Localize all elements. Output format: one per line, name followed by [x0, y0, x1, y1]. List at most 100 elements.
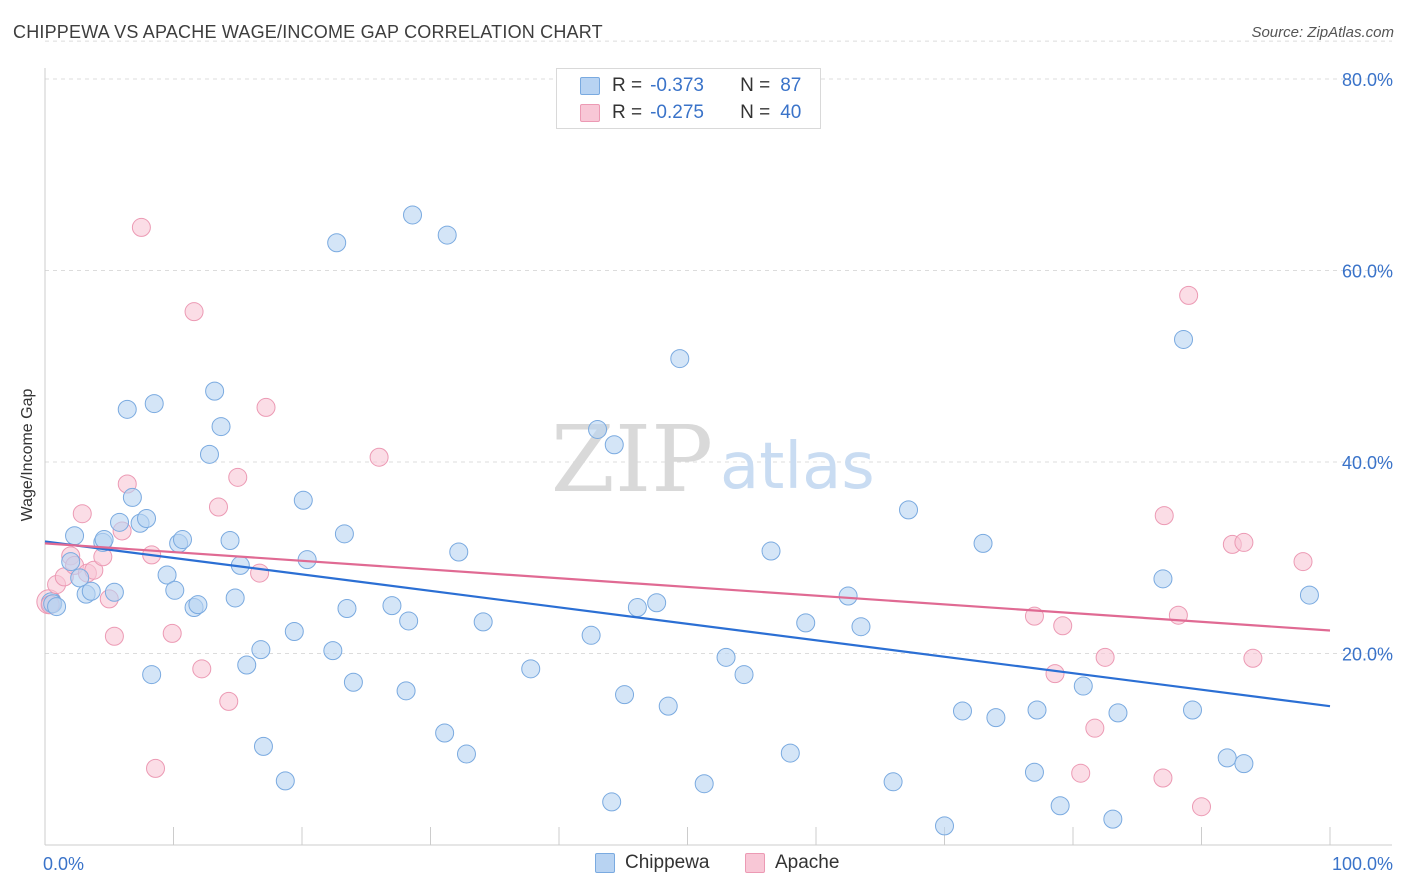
y-tick-label: 40.0% [1342, 453, 1393, 473]
n-value: 40 [780, 102, 802, 123]
apache-point [131, 217, 151, 237]
y-tick-label: 20.0% [1342, 645, 1393, 665]
apache-point [104, 626, 124, 646]
apache-point [1192, 797, 1211, 817]
axes [44, 68, 1392, 846]
chippewa-point [144, 394, 164, 414]
chippewa-point [1153, 569, 1173, 589]
chippewa-point [327, 233, 347, 253]
legend-label: Apache [775, 852, 840, 873]
chippewa-point [1183, 700, 1203, 720]
r-value: -0.275 [650, 102, 704, 123]
chippewa-point [435, 723, 455, 743]
apache-point [1179, 285, 1199, 305]
chippewa-point [172, 530, 192, 550]
chippewa-point [81, 581, 101, 601]
chippewa-point [986, 708, 1006, 728]
chippewa-point [220, 531, 240, 551]
chippewa-point [211, 417, 231, 437]
legend-item-chippewa: Chippewa [595, 852, 710, 874]
chippewa-point [1027, 700, 1047, 720]
y-tick-label: 60.0% [1342, 262, 1393, 282]
apache-point [1243, 648, 1263, 668]
chippewa-point [284, 621, 304, 641]
chippewa-point [1050, 796, 1070, 816]
apache-point [72, 504, 92, 524]
chippewa-point [1073, 676, 1093, 696]
chippewa-point [647, 593, 667, 613]
correlation-legend: R = -0.373 N = 87 R = -0.275 N = 40 [556, 68, 821, 129]
chippewa-point [883, 772, 903, 792]
n-label: N = [740, 102, 771, 123]
chippewa-point [94, 530, 114, 550]
chippewa-swatch [595, 853, 615, 873]
chippewa-point [61, 552, 81, 572]
chippewa-point [694, 774, 714, 794]
chippewa-point [104, 582, 124, 602]
apache-point [146, 758, 166, 778]
chippewa-point [137, 508, 157, 528]
chippewa-point [716, 647, 736, 667]
n-label: N = [740, 75, 771, 96]
chippewa-point [615, 685, 635, 705]
source-credit: Source: ZipAtlas.com [1251, 24, 1394, 41]
chippewa-point [199, 444, 219, 464]
r-label: R = [612, 75, 643, 96]
r-label: R = [612, 102, 643, 123]
y-tick-label: 80.0% [1342, 70, 1393, 90]
apache-point [208, 497, 228, 517]
chippewa-point [188, 595, 208, 615]
chippewa-point [1299, 585, 1319, 605]
chippewa-point [627, 598, 647, 618]
chippewa-trend-line [44, 540, 1331, 708]
series-legend: Chippewa Apache [0, 852, 1406, 878]
chippewa-point [851, 617, 871, 637]
chippewa-point [588, 419, 608, 439]
apache-point [1085, 718, 1105, 738]
legend-item-apache: Apache [745, 852, 839, 874]
chippewa-point [1024, 762, 1044, 782]
chippewa-point [604, 435, 624, 455]
chippewa-point [796, 613, 816, 633]
chippewa-point [1234, 754, 1254, 774]
apache-point [1154, 506, 1174, 526]
chippewa-point [935, 816, 954, 836]
watermark-zip: ZIP [551, 406, 713, 513]
chippewa-point [437, 225, 457, 245]
chippewa-point [952, 701, 972, 721]
apache-point [219, 691, 239, 711]
chippewa-point [838, 586, 858, 606]
chippewa-point [343, 672, 363, 692]
apache-point [162, 623, 182, 643]
chippewa-point [973, 533, 993, 553]
chippewa-point [142, 665, 162, 685]
chippewa-point [670, 349, 690, 369]
apache-point [1071, 763, 1091, 783]
chippewa-point [602, 792, 622, 812]
apache-swatch [580, 104, 600, 122]
apache-point [1234, 532, 1254, 552]
apache-point [228, 467, 248, 487]
chippewa-point [1174, 329, 1194, 349]
watermark-atlas: atlas [720, 430, 875, 504]
chippewa-point [65, 526, 85, 546]
chippewa-point [456, 744, 476, 764]
chippewa-point [899, 500, 919, 520]
chippewa-point [237, 655, 257, 675]
apache-point [192, 659, 212, 679]
chippewa-point [1103, 809, 1123, 829]
chippewa-swatch [580, 77, 600, 95]
chippewa-point [251, 640, 271, 660]
chippewa-point [581, 625, 601, 645]
chippewa-point [225, 588, 245, 608]
apache-point [1293, 552, 1313, 572]
data-points [36, 205, 1319, 836]
chippewa-point [396, 681, 416, 701]
chippewa-point [473, 612, 493, 632]
chart-title: CHIPPEWA VS APACHE WAGE/INCOME GAP CORRE… [13, 22, 603, 42]
chippewa-point [157, 565, 177, 585]
apache-point [369, 447, 389, 467]
chippewa-point [117, 399, 137, 419]
chippewa-point [1217, 748, 1237, 768]
legend-row-chippewa: R = -0.373 N = 87 [557, 72, 801, 100]
